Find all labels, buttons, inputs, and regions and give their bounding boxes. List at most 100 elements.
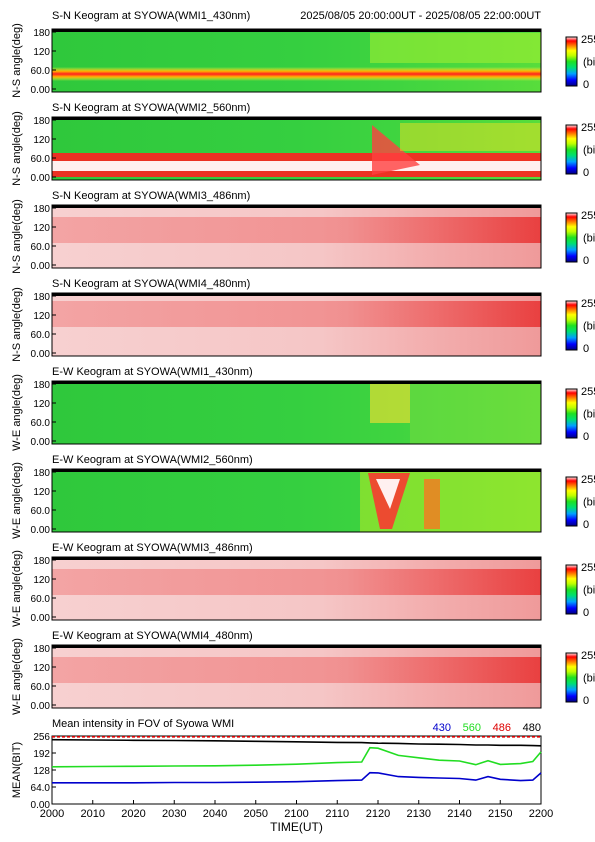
y-axis-label: N-S angle(deg): [11, 199, 23, 274]
colorbar-min: 0: [583, 79, 589, 91]
y-tick-label: 60.0: [31, 330, 51, 341]
y-axis-label: N-S angle(deg): [11, 287, 23, 362]
y-tick-label: 0.00: [31, 800, 51, 811]
aurora-core: [376, 479, 400, 509]
colorbar-max: 255: [581, 562, 595, 574]
keogram-panel: S-N Keogram at SYOWA(WMI3_486nm)180 120 60…: [11, 190, 595, 274]
panel-title: E-W Keogram at SYOWA(WMI3_486nm): [52, 542, 253, 554]
x-tick-label: 2200: [529, 808, 553, 820]
panel-title: S-N Keogram at SYOWA(WMI2_560nm): [52, 102, 250, 114]
y-axis-label: W-E angle(deg): [11, 462, 23, 539]
y-tick-label: 0.00: [31, 85, 51, 96]
colorbar: [565, 564, 578, 615]
chart-title: Mean intensity in FOV of Syowa WMI: [52, 718, 234, 730]
y-tick-label: 256: [33, 732, 50, 743]
keogram-panel: E-W Keogram at SYOWA(WMI4_480nm)180 120 60…: [11, 630, 595, 715]
y-tick-label: 0.00: [31, 261, 51, 272]
y-tick-label: 0.00: [31, 173, 51, 184]
mask-strip: [52, 29, 541, 32]
colorbar: [565, 476, 578, 527]
y-axis-label: W-E angle(deg): [11, 374, 23, 451]
colorbar-min: 0: [583, 607, 589, 619]
colorbar-unit: (bit): [583, 497, 595, 509]
x-tick-label: 2120: [366, 808, 390, 820]
keogram-panel: S-N Keogram at SYOWA(WMI4_480nm)180 120 60…: [11, 278, 595, 362]
colorbar: [565, 652, 578, 703]
colorbar-unit: (bit): [583, 321, 595, 333]
y-tick-label: 180: [33, 292, 50, 303]
colorbar-max: 255: [581, 650, 595, 662]
panel-frame: [51, 644, 542, 709]
x-tick-label: 2130: [407, 808, 431, 820]
activity-region: [424, 479, 440, 529]
panel-title: E-W Keogram at SYOWA(WMI4_480nm): [52, 630, 253, 642]
panel-frame: [51, 28, 542, 93]
time-range: 2025/08/05 20:00:00UT - 2025/08/05 22:00…: [300, 10, 541, 22]
colorbar-min: 0: [583, 695, 589, 707]
y-tick-label: 120: [33, 223, 50, 234]
colorbar-unit: (bit): [583, 233, 595, 245]
x-tick-label: 2050: [244, 808, 268, 820]
colorbar-min: 0: [583, 519, 589, 531]
panel-title: E-W Keogram at SYOWA(WMI2_560nm): [52, 454, 253, 466]
x-tick-label: 2000: [40, 808, 64, 820]
y-tick-label: 180: [33, 380, 50, 391]
y-tick-label: 192: [33, 749, 50, 760]
mask-strip: [52, 205, 541, 208]
y-axis-label: W-E angle(deg): [11, 638, 23, 715]
mask-strip: [52, 293, 541, 296]
y-tick-label: 60.0: [31, 242, 51, 253]
colorbar: [565, 300, 578, 351]
y-axis-label: N-S angle(deg): [11, 23, 23, 98]
panel-title: S-N Keogram at SYOWA(WMI3_486nm): [52, 190, 250, 202]
y-tick-label: 0.00: [31, 613, 51, 624]
y-tick-label: 120: [33, 487, 50, 498]
y-tick-label: 180: [33, 556, 50, 567]
aurora-band: [52, 569, 541, 595]
x-tick-label: 2150: [488, 808, 512, 820]
x-tick-label: 2140: [447, 808, 471, 820]
y-axis-label: MEAN(BIT): [11, 742, 23, 798]
legend-entry: 430: [433, 722, 451, 734]
legend-entry: 560: [463, 722, 481, 734]
activity-region: [370, 33, 541, 63]
panel-title: E-W Keogram at SYOWA(WMI1_430nm): [52, 366, 253, 378]
series-line-430: [52, 771, 542, 784]
x-tick-label: 2040: [203, 808, 227, 820]
y-tick-label: 180: [33, 28, 50, 39]
colorbar: [565, 212, 578, 263]
panel-frame: [51, 116, 542, 181]
keogram-panel: 180 120 60.0 0.00 N-S angle(deg) 255 (bit) 0: [11, 23, 595, 98]
panel-frame: [51, 204, 542, 269]
colorbar-min: 0: [583, 167, 589, 179]
y-tick-label: 120: [33, 399, 50, 410]
y-tick-label: 120: [33, 575, 50, 586]
activity-region: [410, 381, 541, 444]
colorbar: [565, 36, 578, 87]
series-line-480: [51, 738, 542, 747]
keogram-panel: E-W Keogram at SYOWA(WMI3_486nm)180 120 60…: [11, 542, 595, 627]
y-tick-label: 180: [33, 468, 50, 479]
y-axis-label: W-E angle(deg): [11, 550, 23, 627]
keogram-panels: S-N Keogram at SYOWA(WMI1_430nm) 2025/08/…: [11, 10, 595, 715]
colorbar-max: 255: [581, 386, 595, 398]
keogram-panel: E-W Keogram at SYOWA(WMI1_430nm)180 120 60…: [11, 366, 595, 451]
colorbar-min: 0: [583, 255, 589, 267]
y-tick-label: 120: [33, 47, 50, 58]
y-tick-label: 180: [33, 644, 50, 655]
y-tick-label: 180: [33, 116, 50, 127]
y-tick-label: 0.00: [31, 349, 51, 360]
colorbar-max: 255: [581, 474, 595, 486]
colorbar-min: 0: [583, 343, 589, 355]
keogram-image: [52, 381, 541, 444]
colorbar-max: 255: [581, 298, 595, 310]
legend-entry: 480: [523, 722, 541, 734]
colorbar-unit: (bit): [583, 409, 595, 421]
aurora-band: [52, 67, 541, 81]
x-axis-label: TIME(UT): [270, 820, 323, 834]
mask-strip: [52, 645, 541, 648]
mask-strip: [52, 381, 541, 384]
panel-title: S-N Keogram at SYOWA(WMI4_480nm): [52, 278, 250, 290]
colorbar-max: 255: [581, 34, 595, 46]
y-tick-label: 120: [33, 311, 50, 322]
